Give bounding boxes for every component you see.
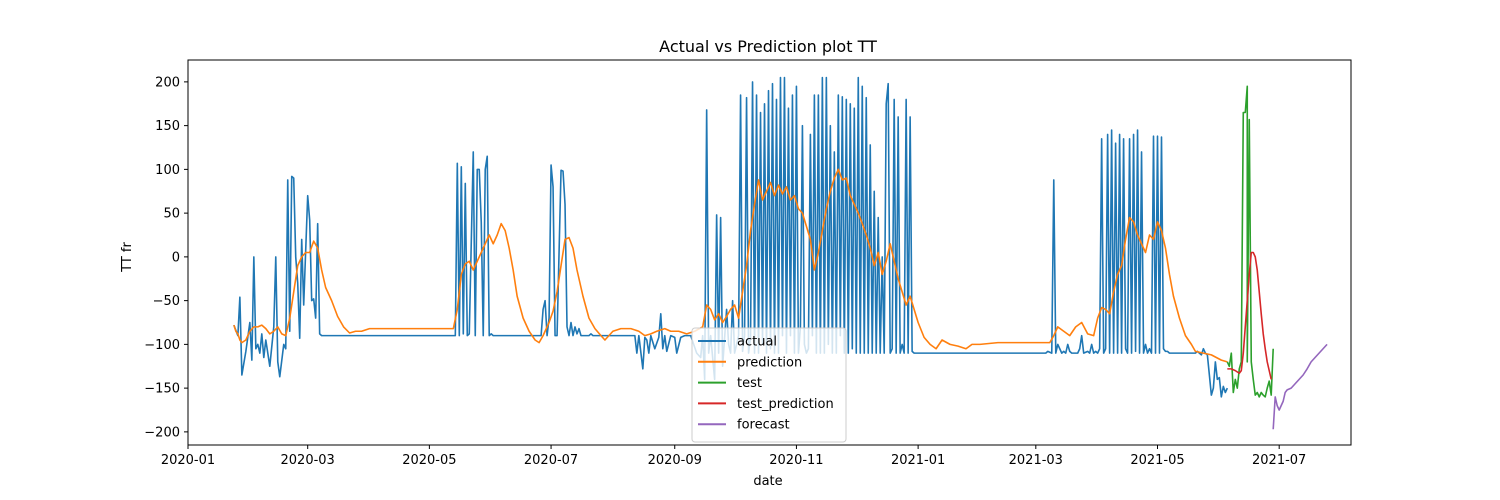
x-tick-label: 2021-07 bbox=[1252, 453, 1306, 468]
y-axis: −200 −150 −100 −50 0 50 100 150 200 bbox=[144, 75, 188, 440]
x-tick-label: 2020-01 bbox=[161, 453, 215, 468]
x-tick-label: 2021-05 bbox=[1130, 453, 1184, 468]
legend: actual prediction test test_predictionforec… bbox=[691, 327, 847, 443]
x-tick-label: 2021-01 bbox=[891, 453, 945, 468]
x-axis: 2020-01 2020-03 2020-05 2020-07 2020-09 2020-… bbox=[161, 445, 1306, 468]
legend-box bbox=[691, 327, 847, 443]
plot-frame bbox=[187, 59, 1352, 446]
y-tick-label: 50 bbox=[163, 207, 180, 222]
legend-label-test: test bbox=[737, 376, 762, 391]
legend-label-actual: actual bbox=[737, 335, 777, 350]
series-line-forecast bbox=[1272, 343, 1328, 430]
y-tick-label: 0 bbox=[172, 250, 180, 265]
y-tick-label: −50 bbox=[153, 294, 180, 309]
x-tick-label: 2020-09 bbox=[648, 453, 702, 468]
chart-title: Actual vs Prediction plot TT bbox=[659, 37, 877, 56]
legend-label-forecast: forecast bbox=[737, 418, 790, 433]
series-line-prediction bbox=[233, 168, 1228, 363]
legend-label-test-prediction: test_prediction bbox=[737, 397, 834, 412]
x-axis-label: date bbox=[753, 474, 782, 489]
x-tick-label: 2020-07 bbox=[524, 453, 578, 468]
x-tick-label: 2021-03 bbox=[1009, 453, 1063, 468]
y-tick-label: 100 bbox=[155, 163, 180, 178]
x-tick-label: 2020-03 bbox=[281, 453, 335, 468]
series-line-test-prediction bbox=[1227, 251, 1272, 380]
x-tick-label: 2020-11 bbox=[769, 453, 823, 468]
y-tick-label: −150 bbox=[144, 382, 180, 397]
series-line-test bbox=[1226, 85, 1274, 398]
y-tick-label: −200 bbox=[144, 425, 180, 440]
y-axis-label: TT fr bbox=[120, 241, 135, 272]
plot-series bbox=[233, 76, 1328, 430]
y-tick-label: −100 bbox=[144, 338, 180, 353]
y-tick-label: 200 bbox=[155, 75, 180, 90]
x-tick-label: 2020-05 bbox=[402, 453, 456, 468]
legend-label-prediction: prediction bbox=[737, 355, 802, 370]
y-tick-label: 150 bbox=[155, 119, 180, 134]
series-line-actual bbox=[233, 76, 1229, 398]
